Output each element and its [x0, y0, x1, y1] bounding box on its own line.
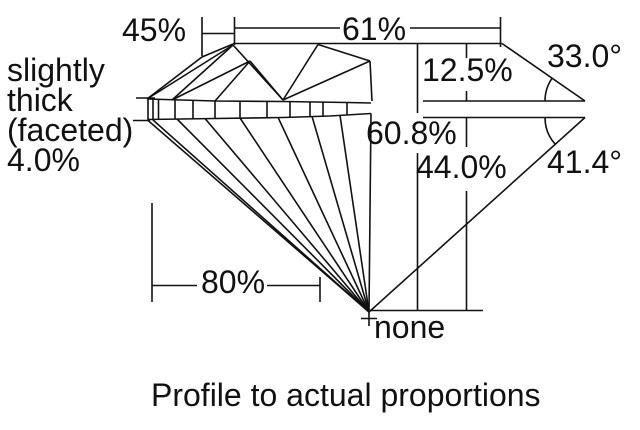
crown-angle-label: 33.0°: [547, 38, 623, 74]
star-length-label: 45%: [122, 12, 187, 48]
caption: Profile to actual proportions: [151, 377, 541, 413]
pavilion-facet-line: [239, 117, 370, 313]
girdle-top-edge: [147, 98, 372, 104]
lower-girdle-label: 80%: [201, 264, 266, 300]
pavilion-wireframe: [146, 113, 372, 313]
crown-wireframe: [146, 42, 502, 102]
total-depth-label: 60.8%: [366, 115, 457, 151]
girdle-label-line1: slightly: [7, 52, 105, 88]
crown-facet-line: [282, 44, 319, 101]
girdle-band: [147, 98, 372, 121]
pavilion-depth-label: 44.0%: [416, 149, 507, 185]
crown-facet-line: [146, 44, 234, 100]
pavilion-facet-line: [368, 113, 372, 313]
crown-facet-line: [214, 60, 251, 102]
crown-facet-line: [232, 44, 284, 101]
pavilion-facet-line: [152, 119, 370, 313]
crown-slope-line: [501, 42, 586, 102]
pavilion-angle-arc: [544, 117, 556, 145]
crown-angle-arc: [544, 77, 553, 102]
crown-facet-line: [317, 43, 371, 62]
pavilion-slope-line: [368, 116, 586, 313]
crown-height-label: 12.5%: [422, 52, 513, 88]
angle-schematic-pavilion: [368, 116, 586, 313]
culet-label: none: [374, 309, 446, 345]
pavilion-facet-line: [339, 115, 370, 313]
crown-facet-line: [171, 44, 234, 101]
girdle-label-line4: 4.0%: [7, 142, 80, 178]
crown-outline: [146, 43, 234, 100]
dimension-lines: [133, 17, 502, 326]
angle-schematic-crown: [423, 42, 586, 102]
pavilion-facet-line: [311, 116, 370, 313]
girdle-bottom-edge: [147, 112, 372, 121]
pavilion-facet-line: [277, 116, 370, 313]
crown-facet-line: [369, 60, 373, 102]
crown-facet-line: [282, 60, 371, 101]
crown-facet-line: [171, 60, 251, 101]
girdle-description-label: slightly thick (faceted) 4.0%: [7, 52, 134, 178]
culet-cross-mark: [361, 311, 377, 326]
table-size-label: 61%: [342, 11, 407, 47]
girdle-label-line3: (faceted): [7, 112, 134, 148]
girdle-label-line2: thick: [7, 82, 73, 118]
pavilion-facet-line: [204, 117, 370, 313]
pavilion-facet-line: [176, 118, 370, 313]
pavilion-angle-label: 41.4°: [547, 144, 623, 180]
